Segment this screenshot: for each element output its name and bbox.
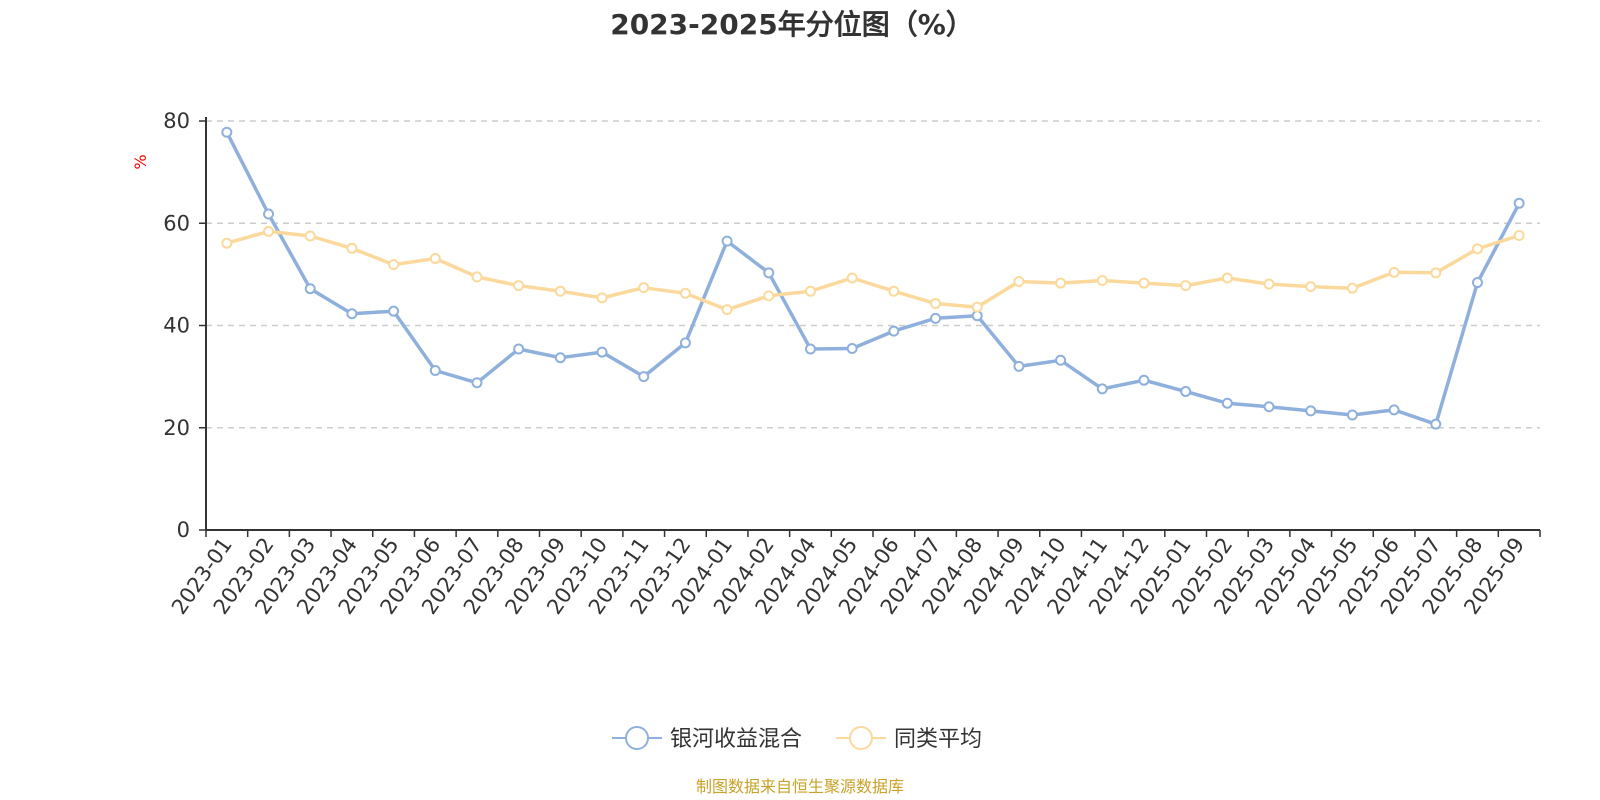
data-point — [888, 285, 900, 297]
data-point — [471, 271, 483, 283]
data-point — [1055, 277, 1067, 289]
data-point — [1430, 267, 1442, 279]
data-point — [1430, 418, 1442, 430]
data-point — [846, 272, 858, 284]
data-point — [1221, 397, 1233, 409]
data-point — [429, 253, 441, 265]
series-line — [225, 130, 1521, 426]
data-point — [971, 310, 983, 322]
y-axis-unit-label: % — [131, 154, 150, 169]
data-point — [638, 371, 650, 383]
legend: 银河收益混合 同类平均 — [612, 726, 982, 752]
data-point — [1221, 272, 1233, 284]
data-point — [721, 304, 733, 316]
data-point — [804, 343, 816, 355]
legend-swatch-marker — [625, 726, 649, 750]
data-point — [763, 267, 775, 279]
data-point — [1013, 276, 1025, 288]
data-point — [846, 343, 858, 355]
legend-swatch-marker — [849, 726, 873, 750]
series-2 — [221, 225, 1525, 316]
data-point — [1013, 360, 1025, 372]
data-point — [1138, 277, 1150, 289]
y-axis-ticks: 0 20 40 60 80 — [163, 109, 206, 542]
data-point — [304, 283, 316, 295]
y-tick-label: 20 — [163, 416, 190, 440]
data-point — [1096, 383, 1108, 395]
data-point — [1471, 243, 1483, 255]
data-point — [1263, 278, 1275, 290]
data-point — [638, 282, 650, 294]
data-point — [513, 343, 525, 355]
y-tick-label: 60 — [163, 211, 190, 235]
data-point — [1180, 385, 1192, 397]
series-1 — [221, 126, 1525, 430]
data-point — [1513, 197, 1525, 209]
data-point — [221, 237, 233, 249]
data-point — [263, 225, 275, 237]
legend-item-series-2[interactable]: 同类平均 — [836, 726, 982, 752]
data-point — [1180, 280, 1192, 292]
data-point — [596, 292, 608, 304]
data-point — [930, 298, 942, 310]
data-point — [1305, 405, 1317, 417]
data-point — [679, 337, 691, 349]
data-point — [346, 242, 358, 254]
y-tick-label: 0 — [177, 518, 190, 542]
legend-item-series-1[interactable]: 银河收益混合 — [612, 726, 802, 752]
data-point — [554, 285, 566, 297]
data-point — [1513, 230, 1525, 242]
x-axis-ticks: 2023-012023-022023-032023-042023-052023-… — [167, 530, 1541, 619]
data-point — [388, 259, 400, 271]
data-point — [930, 312, 942, 324]
data-point — [1346, 282, 1358, 294]
data-point — [388, 305, 400, 317]
legend-label-series-2: 同类平均 — [894, 727, 982, 752]
data-point — [304, 230, 316, 242]
y-tick-label: 80 — [163, 109, 190, 133]
data-point — [1263, 401, 1275, 413]
data-point — [1055, 354, 1067, 366]
data-point — [513, 280, 525, 292]
legend-label-series-1: 银河收益混合 — [670, 727, 802, 752]
data-point — [346, 308, 358, 320]
data-point — [596, 346, 608, 358]
data-point — [971, 301, 983, 313]
data-point — [263, 208, 275, 220]
data-point — [804, 285, 816, 297]
series-layer — [221, 126, 1525, 430]
y-tick-label: 40 — [163, 314, 190, 338]
data-point — [1471, 277, 1483, 289]
data-point — [1096, 275, 1108, 287]
data-point — [221, 126, 233, 138]
data-point — [429, 364, 441, 376]
data-point — [1388, 404, 1400, 416]
data-point — [763, 290, 775, 302]
data-point — [1388, 266, 1400, 278]
chart-title: 2023-2025年分位图（%） — [610, 8, 974, 41]
data-point — [1305, 281, 1317, 293]
data-point — [888, 325, 900, 337]
data-point — [471, 377, 483, 389]
series-line — [225, 229, 1521, 312]
data-point — [721, 235, 733, 247]
gridlines — [206, 120, 1540, 429]
axes — [205, 117, 1540, 531]
data-point — [679, 287, 691, 299]
data-point — [1346, 409, 1358, 421]
data-point — [554, 352, 566, 364]
source-note: 制图数据来自恒生聚源数据库 — [696, 777, 904, 796]
data-point — [1138, 374, 1150, 386]
